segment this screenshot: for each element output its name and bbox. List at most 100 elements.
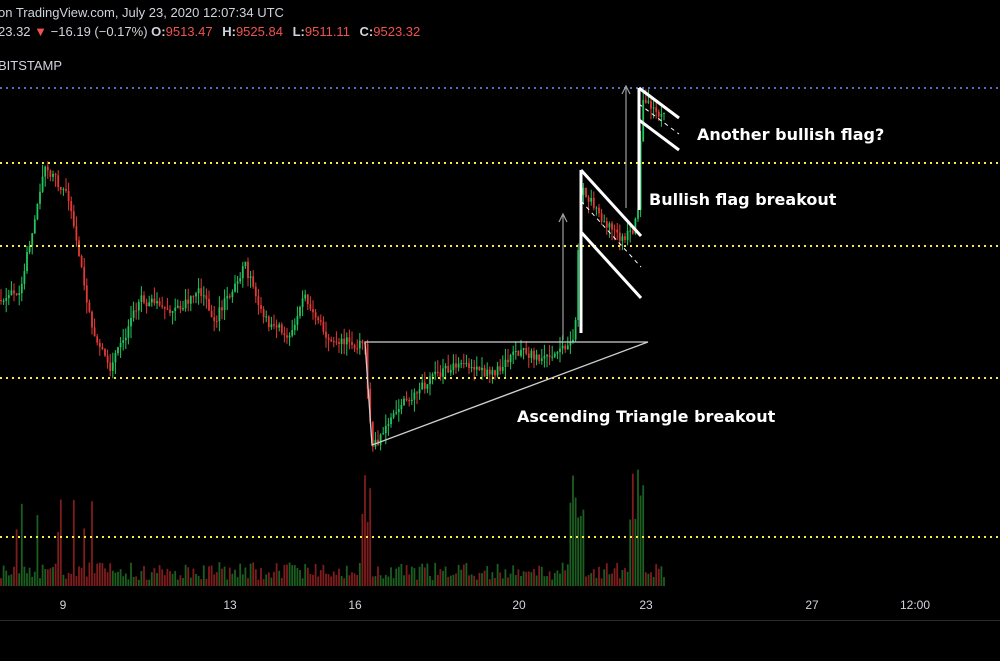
volume-bar	[395, 568, 398, 586]
volume-bar	[442, 570, 444, 586]
volume-bar	[26, 573, 28, 586]
volume-bar	[293, 565, 296, 586]
volume-bar	[218, 562, 221, 586]
volume-bar	[111, 570, 114, 586]
volume-bar	[525, 571, 528, 586]
candle-body	[33, 219, 36, 234]
flag-channel-upper[interactable]	[579, 168, 643, 238]
candle-body	[499, 366, 502, 371]
volume-bar	[306, 567, 309, 586]
volume-bar	[486, 566, 489, 586]
candle-body	[369, 388, 372, 423]
candle-body	[241, 266, 244, 279]
volume-bar	[179, 575, 182, 586]
candle-body	[127, 326, 130, 338]
candle-body	[78, 240, 80, 256]
candle-body	[663, 112, 665, 114]
volume-bar	[296, 567, 299, 586]
volume-bar	[634, 518, 637, 586]
candle-body	[366, 343, 369, 389]
volume-bar	[325, 573, 327, 586]
volume-bar	[384, 574, 387, 586]
candle-body	[590, 197, 593, 202]
candle-body	[647, 101, 650, 103]
candle-body	[296, 316, 299, 325]
chart-header: on TradingView.com, July 23, 2020 12:07:…	[0, 0, 1000, 48]
volume-bar	[299, 570, 301, 586]
volume-bar	[39, 578, 41, 586]
candle-body	[169, 309, 171, 313]
volume-bar	[431, 579, 434, 586]
volume-bar	[101, 563, 104, 586]
candle-body	[629, 230, 632, 232]
candle-body	[392, 413, 395, 418]
candle-body	[600, 213, 603, 222]
candle-body	[431, 374, 434, 377]
ascending-triangle-drawing[interactable]	[364, 341, 649, 446]
candle-body	[494, 370, 496, 376]
candle-body	[491, 370, 494, 375]
volume-bar	[481, 573, 483, 586]
candle-body	[135, 310, 138, 312]
volume-bar	[44, 569, 47, 586]
flag-channel-mid	[638, 103, 680, 135]
candle-body	[197, 288, 200, 294]
candle-body	[312, 309, 314, 313]
annotation-another-flag: Another bullish flag?	[697, 125, 884, 144]
candle-body	[530, 350, 533, 358]
candle-body	[179, 305, 182, 310]
candle-body	[535, 354, 538, 360]
candle-body	[137, 301, 140, 311]
volume-bar	[135, 576, 138, 586]
volume-bar	[262, 579, 265, 586]
volume-bar	[171, 573, 174, 586]
candle-body	[551, 356, 554, 358]
candle-body	[343, 338, 346, 345]
candle-body	[153, 298, 156, 304]
candle-body	[332, 341, 335, 343]
flag-channel-upper[interactable]	[638, 86, 680, 120]
candle-body	[413, 392, 416, 400]
volume-bar	[556, 570, 559, 586]
chart-footer	[0, 620, 1000, 661]
candle-body	[421, 382, 424, 390]
candle-body	[301, 298, 304, 308]
close-value: 9523.32	[373, 24, 421, 39]
flag-channel-lower[interactable]	[638, 118, 680, 152]
volume-bar	[150, 572, 153, 586]
candle-body	[54, 174, 57, 176]
candle-body	[556, 351, 559, 354]
volume-bar	[629, 519, 632, 586]
candle-body	[608, 223, 611, 228]
candle-body	[163, 306, 166, 309]
candle-body	[473, 366, 476, 370]
candle-body	[338, 342, 340, 345]
candle-body	[252, 276, 255, 287]
candle-body	[306, 294, 309, 305]
candle-body	[655, 107, 658, 112]
candle-body	[187, 299, 190, 304]
candle-body	[205, 295, 208, 299]
exchange-label: BITSTAMP	[0, 58, 63, 73]
volume-bar	[496, 563, 499, 586]
volume-bar	[291, 565, 294, 586]
volume-bar	[257, 579, 260, 586]
volume-bar	[527, 571, 530, 586]
low-label: L:	[292, 24, 305, 39]
volume-bar	[483, 570, 486, 586]
flag-channel-lower[interactable]	[579, 230, 643, 300]
volume-bar	[561, 562, 564, 586]
candle-body	[504, 359, 507, 368]
volume-bar	[158, 565, 161, 586]
candle-body	[41, 176, 44, 192]
time-axis[interactable]: 9 13 16 20 23 27 12:00	[60, 598, 931, 612]
candle-body	[470, 366, 473, 368]
volume-bar	[647, 573, 650, 586]
volume-bar	[637, 469, 639, 586]
volume-bar	[119, 569, 122, 586]
volume-bar	[5, 570, 8, 586]
candle-body	[221, 307, 223, 311]
candle-body	[257, 296, 260, 306]
volume-bar	[70, 573, 73, 586]
